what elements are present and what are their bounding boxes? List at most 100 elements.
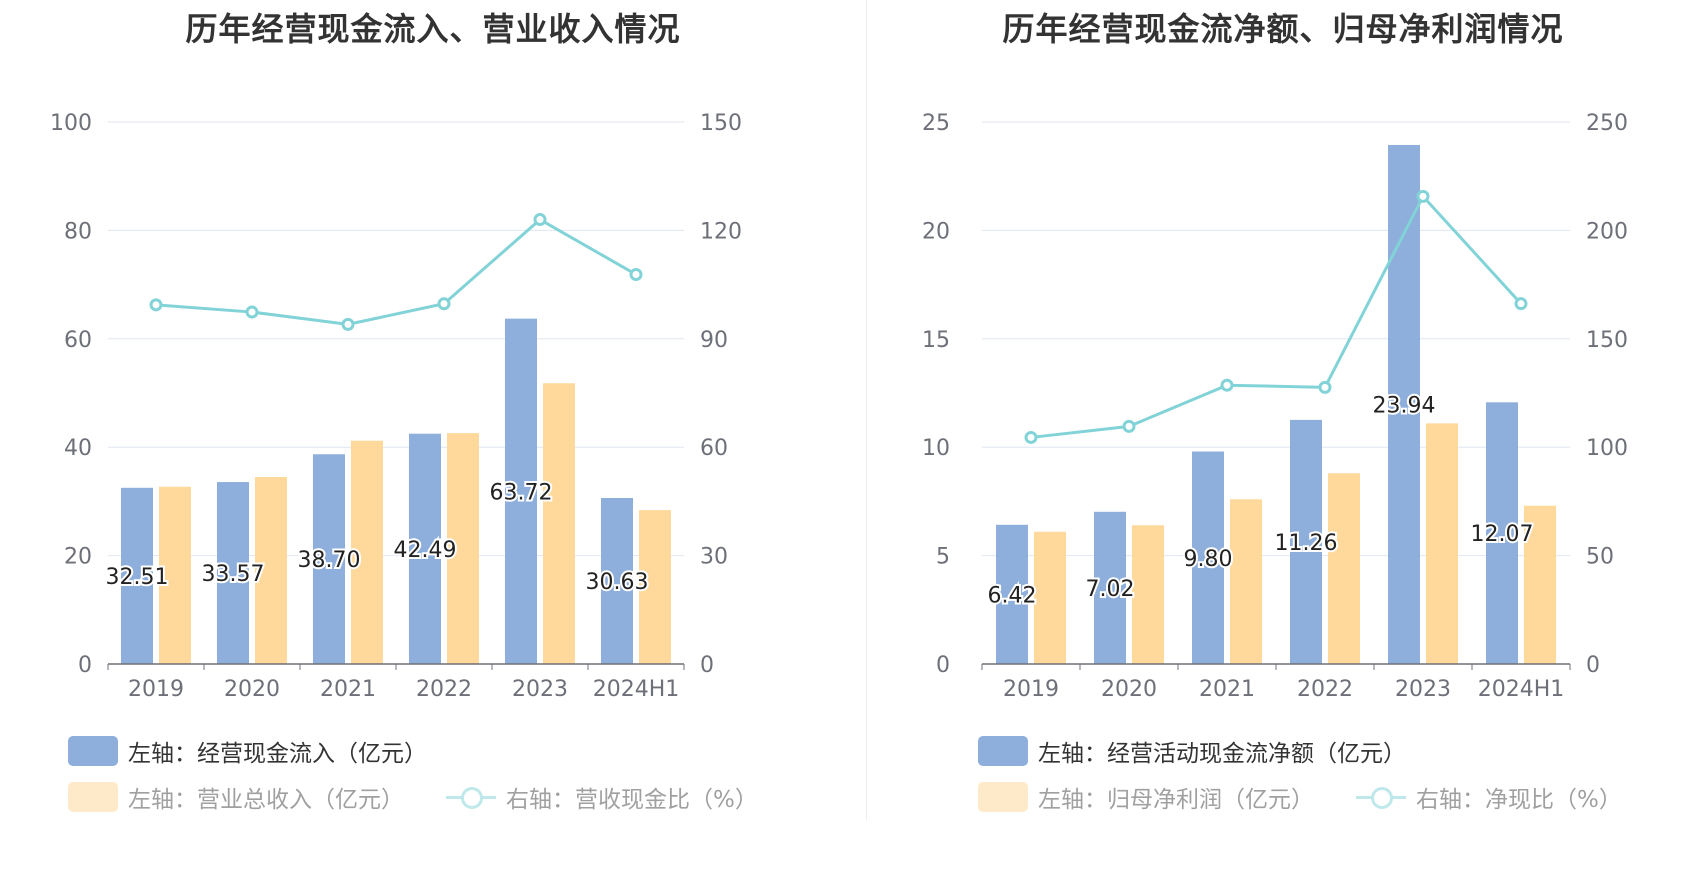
y-left-tick-label: 100 <box>50 111 92 136</box>
legend-item-cash-ratio[interactable]: 右轴：营收现金比（%） <box>446 780 758 814</box>
data-label: 9.80 <box>1184 547 1233 572</box>
y-left-tick-label: 60 <box>64 328 92 353</box>
x-tick-label: 2021 <box>1199 677 1255 702</box>
ratio-point <box>245 305 259 319</box>
bar-net-profit <box>1328 473 1360 664</box>
chart-title: 历年经营现金流净额、归母净利润情况 <box>1002 10 1564 48</box>
bar-cash-inflow <box>121 487 153 664</box>
legend-label: 左轴：归母净利润（亿元） <box>1038 787 1314 813</box>
y-right-tick-label: 200 <box>1586 219 1628 244</box>
data-label: 11.26 <box>1275 531 1338 556</box>
bar-cash-inflow <box>409 433 441 664</box>
x-tick-label: 2023 <box>512 677 568 702</box>
ratio-point <box>341 317 355 331</box>
x-tick-label: 2023 <box>1395 677 1451 702</box>
ratio-point <box>533 213 547 227</box>
data-label: 23.94 <box>1373 393 1436 418</box>
y-left-tick-label: 20 <box>64 545 92 570</box>
chart-title: 历年经营现金流入、营业收入情况 <box>185 10 681 48</box>
y-right-tick-label: 100 <box>1586 436 1628 461</box>
x-tick-label: 2024H1 <box>593 677 680 702</box>
chart-panel-netcash-profit: 历年经营现金流净额、归母净利润情况 0 0 5 50 10 100 15 150 20 200 25… <box>866 0 1700 874</box>
x-tick-label: 2022 <box>1297 677 1353 702</box>
chart-canvas: 0 0 5 50 10 100 15 150 20 200 25 250 2019 2020 2021 202… <box>922 111 1628 702</box>
x-tick-label: 2020 <box>1101 677 1157 702</box>
ratio-line <box>1030 193 1523 439</box>
y-right-tick-label: 150 <box>1586 328 1628 353</box>
legend-item-net-cashflow[interactable]: 左轴：经营活动现金流净额（亿元） <box>978 734 1406 768</box>
bar-net-cashflow <box>1486 402 1518 664</box>
legend-label: 右轴：营收现金比（%） <box>506 787 758 813</box>
legend-label: 左轴：经营现金流入（亿元） <box>128 741 427 767</box>
data-label: 63.72 <box>490 480 553 505</box>
y-left-tick-label: 5 <box>936 545 950 570</box>
x-tick-label: 2021 <box>320 677 376 702</box>
legend-item-net-profit[interactable]: 左轴：归母净利润（亿元） <box>978 780 1314 814</box>
legend-swatch <box>68 782 118 812</box>
bar-net-profit <box>1034 531 1066 664</box>
y-left-tick-label: 10 <box>922 436 950 461</box>
ratio-point <box>1220 378 1234 392</box>
y-right-tick-label: 250 <box>1586 111 1628 136</box>
bar-net-profit <box>1230 499 1262 664</box>
bar-net-profit <box>1426 423 1458 664</box>
legend-item-cash-inflow[interactable]: 左轴：经营现金流入（亿元） <box>68 734 427 768</box>
y-right-tick-label: 50 <box>1586 545 1614 570</box>
y-left-tick-label: 25 <box>922 111 950 136</box>
x-tick-label: 2019 <box>128 677 184 702</box>
bar-revenue <box>255 477 287 664</box>
legend-swatch <box>978 782 1028 812</box>
y-right-tick-label: 0 <box>1586 653 1600 678</box>
bar-net-cashflow <box>996 524 1028 664</box>
data-label: 6.42 <box>988 583 1037 608</box>
bar-revenue <box>639 510 671 664</box>
data-label: 38.70 <box>298 548 361 573</box>
ratio-point <box>437 297 451 311</box>
bar-net-cashflow <box>1290 419 1322 664</box>
y-right-tick-label: 150 <box>700 111 742 136</box>
bar-revenue <box>159 486 191 664</box>
y-right-tick-label: 90 <box>700 328 728 353</box>
y-left-tick-label: 15 <box>922 328 950 353</box>
legend-label: 左轴：营业总收入（亿元） <box>128 787 404 813</box>
x-tick-label: 2022 <box>416 677 472 702</box>
data-label: 30.63 <box>586 570 649 595</box>
x-tick-label: 2024H1 <box>1478 677 1565 702</box>
legend-label: 右轴：净现比（%） <box>1416 787 1622 813</box>
legend-item-net-cash-ratio[interactable]: 右轴：净现比（%） <box>1356 780 1622 814</box>
ratio-point <box>1122 419 1136 433</box>
ratio-line <box>155 217 637 326</box>
data-label: 33.57 <box>202 562 265 587</box>
y-right-tick-label: 60 <box>700 436 728 461</box>
data-label: 32.51 <box>106 565 169 590</box>
x-tick-label: 2020 <box>224 677 280 702</box>
bar-cash-inflow <box>601 497 633 664</box>
bar-net-profit <box>1524 505 1556 664</box>
ratio-point <box>1024 430 1038 444</box>
data-label: 42.49 <box>394 538 457 563</box>
y-right-tick-label: 30 <box>700 545 728 570</box>
legend-label: 左轴：经营活动现金流净额（亿元） <box>1038 741 1406 767</box>
ratio-point <box>1318 380 1332 394</box>
bar-net-profit <box>1132 525 1164 664</box>
legend-item-revenue[interactable]: 左轴：营业总收入（亿元） <box>68 780 404 814</box>
panel-divider <box>866 0 867 820</box>
y-left-tick-label: 0 <box>78 653 92 678</box>
data-label: 12.07 <box>1471 522 1534 547</box>
y-left-tick-label: 0 <box>936 653 950 678</box>
y-left-tick-label: 40 <box>64 436 92 461</box>
y-right-tick-label: 120 <box>700 219 742 244</box>
bar-revenue <box>351 440 383 664</box>
ratio-point <box>629 267 643 281</box>
bar-net-cashflow <box>1192 451 1224 664</box>
legend-line-icon <box>446 782 496 812</box>
data-label: 7.02 <box>1086 577 1135 602</box>
legend-swatch <box>978 736 1028 766</box>
bar-revenue <box>447 433 479 664</box>
y-left-tick-label: 20 <box>922 219 950 244</box>
x-tick-label: 2019 <box>1003 677 1059 702</box>
bar-cash-inflow <box>505 318 537 664</box>
chart-panel-cashflow-revenue: 历年经营现金流入、营业收入情况 0 0 20 30 40 60 60 90 80 120 100 15… <box>50 10 758 814</box>
bar-cash-inflow <box>217 482 249 664</box>
legend-line-icon <box>1356 782 1406 812</box>
